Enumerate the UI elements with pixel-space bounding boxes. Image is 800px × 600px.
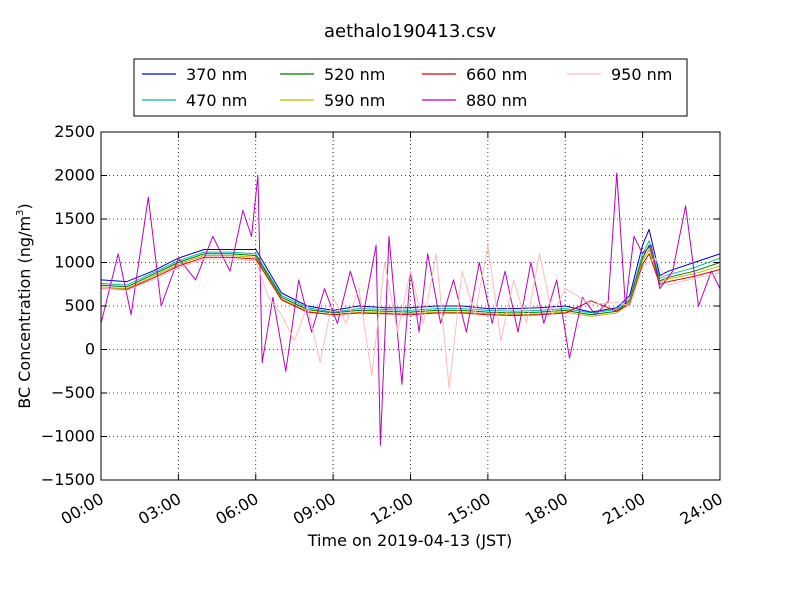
legend-label-6: 950 nm [611, 65, 672, 84]
x-tick-label: 06:00 [212, 489, 261, 529]
x-tick-label: 00:00 [58, 489, 107, 529]
legend-label-3: 590 nm [324, 91, 385, 110]
legend-label-5: 880 nm [466, 91, 527, 110]
x-tick-label: 03:00 [135, 489, 184, 529]
y-tick-label: −1500 [41, 470, 95, 489]
legend-label-2: 520 nm [324, 65, 385, 84]
y-tick-label: 500 [64, 296, 95, 315]
series-line-1 [101, 240, 720, 314]
chart-title: aethalo190413.csv [324, 21, 496, 42]
y-tick-label: 2000 [54, 166, 95, 185]
y-axis: 2500 2000 1500 1000 500 0 −500 −1000 −1500 [41, 122, 720, 489]
series-line-6 [101, 244, 720, 390]
series-line-3 [101, 249, 720, 317]
legend-label-0: 370 nm [186, 65, 247, 84]
y-tick-label: 0 [85, 340, 95, 359]
x-axis-label: Time on 2019-04-13 (JST) [307, 531, 512, 550]
y-axis-label-main: BC Concentration (ng/m [15, 216, 34, 409]
y-tick-label: 1500 [54, 209, 95, 228]
series-line-2 [101, 244, 720, 316]
legend-label-4: 660 nm [466, 65, 527, 84]
y-axis-label-superscript: 3 [15, 210, 26, 216]
series-line-0 [101, 228, 720, 313]
x-tick-label: 09:00 [290, 489, 339, 529]
y-axis-label-suffix: ) [15, 203, 34, 209]
x-tick-label: 12:00 [367, 489, 416, 529]
legend-box [133, 58, 688, 117]
y-tick-label: −1000 [41, 427, 95, 446]
legend-label-1: 470 nm [186, 91, 247, 110]
y-tick-label: −500 [51, 383, 95, 402]
series-line-5 [101, 172, 720, 446]
series-layer [101, 172, 720, 446]
series-line-4 [101, 253, 720, 317]
plot-area [101, 132, 720, 480]
y-tick-label: 1000 [54, 253, 95, 272]
x-tick-label: 24:00 [677, 489, 726, 529]
x-tick-label: 18:00 [522, 489, 571, 529]
y-tick-label: 2500 [54, 122, 95, 141]
x-tick-label: 15:00 [444, 489, 493, 529]
legend: 370 nm 470 nm 520 nm 590 nm 660 nm 880 nm 950 … [133, 58, 688, 117]
x-tick-label: 21:00 [599, 489, 648, 529]
y-axis-label: BC Concentration (ng/m3) [15, 203, 34, 408]
